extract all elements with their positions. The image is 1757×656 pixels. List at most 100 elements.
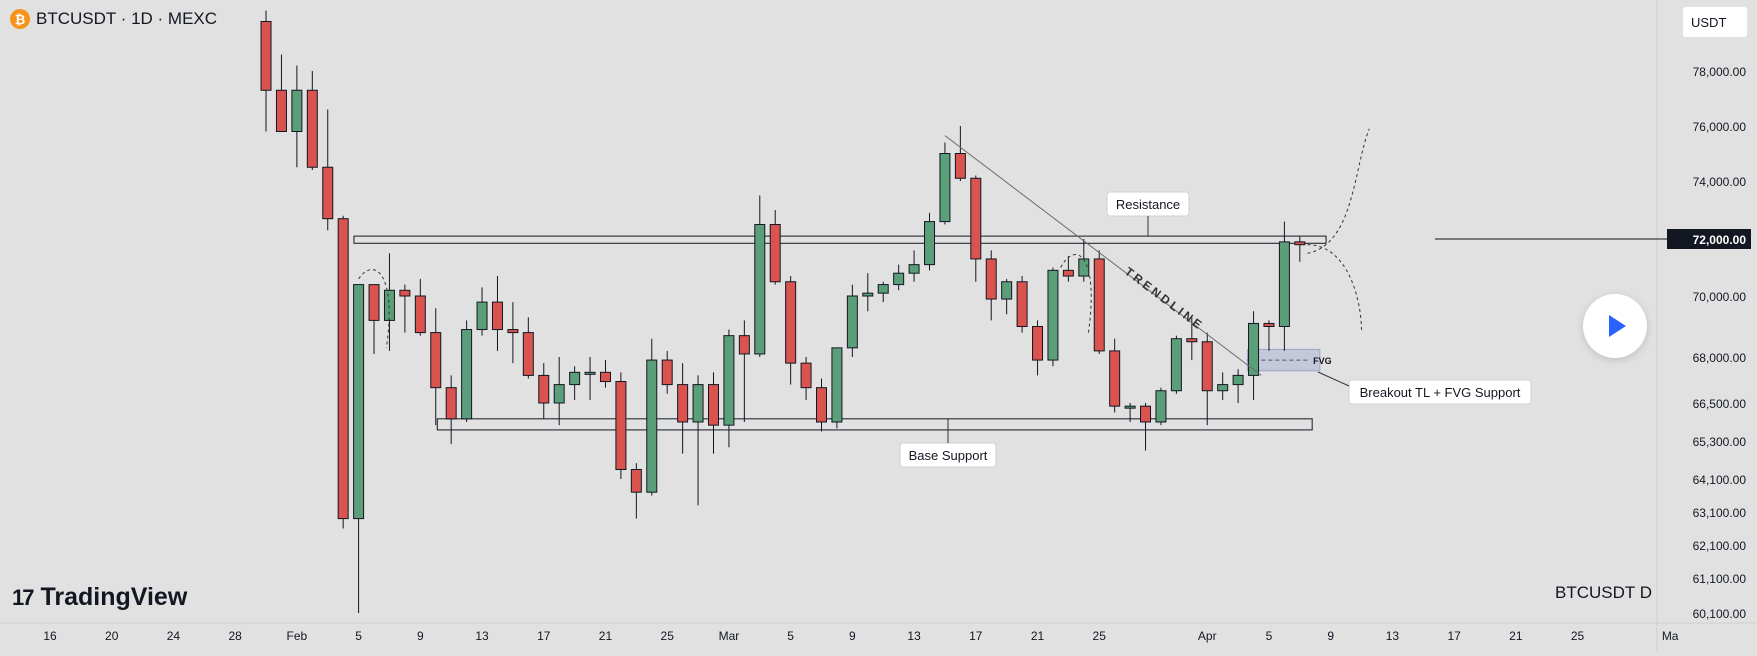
candle-body	[1062, 269, 1074, 277]
time-tick-label: Feb	[287, 629, 308, 643]
candle-body	[738, 335, 750, 355]
time-tick-label: 21	[1509, 629, 1523, 643]
candle-body	[1155, 390, 1167, 423]
projection-arrow-down	[1307, 244, 1363, 333]
time-tick-label: 5	[1266, 629, 1273, 643]
candle-body	[507, 329, 519, 334]
candle-body	[1263, 322, 1275, 328]
candle-body	[538, 374, 550, 404]
candle-body	[1248, 322, 1260, 376]
replay-play-button[interactable]	[1583, 294, 1647, 358]
candle-body	[275, 89, 287, 132]
candle-body	[754, 224, 766, 355]
candle-body	[1294, 241, 1306, 246]
time-tick-label: 28	[228, 629, 242, 643]
candle-body	[785, 281, 797, 364]
label-trendline: TRENDLINE	[1122, 264, 1207, 333]
symbol-title: BTCUSDT · 1D · MEXC	[36, 9, 218, 28]
time-tick-label: Ma	[1662, 629, 1679, 643]
candle-body	[599, 371, 611, 383]
candle-body	[615, 381, 627, 470]
candle-body	[970, 177, 982, 260]
time-tick-label: 5	[787, 629, 794, 643]
candle-body	[1109, 350, 1121, 407]
projection-arrow-mid	[1060, 254, 1092, 333]
candle-body	[491, 301, 503, 331]
label-breakout: Breakout TL + FVG Support	[1360, 385, 1521, 400]
price-tick-label: 61,100.00	[1693, 572, 1747, 586]
candle-body	[877, 284, 889, 294]
price-tick-label: 62,100.00	[1693, 539, 1747, 553]
label-resistance: Resistance	[1116, 197, 1180, 212]
currency-selector[interactable]: USDT	[1683, 7, 1747, 37]
tradingview-mark-icon: 17	[12, 584, 35, 610]
candle-body	[260, 21, 272, 91]
price-tick-label: 70,000.00	[1693, 290, 1747, 304]
time-tick-label: 9	[417, 629, 424, 643]
time-tick-label: 5	[355, 629, 362, 643]
candle-body	[985, 258, 997, 300]
symbol-header[interactable]: ₿ BTCUSDT · 1D · MEXC	[10, 9, 217, 29]
candle-body	[1201, 341, 1213, 392]
candle-body	[399, 289, 411, 297]
candle-body	[1078, 258, 1090, 277]
candle-body	[1001, 281, 1013, 300]
time-tick-label: Mar	[719, 629, 740, 643]
time-tick-label: 24	[167, 629, 181, 643]
candle-body	[306, 89, 318, 168]
label-base-support: Base Support	[909, 448, 988, 463]
candle-body	[800, 362, 812, 389]
support-zone	[436, 418, 1313, 431]
candle-body	[353, 284, 365, 520]
time-tick-label: 16	[43, 629, 57, 643]
candle-body	[893, 272, 905, 286]
candle-body	[383, 289, 395, 321]
time-tick-label: 13	[475, 629, 489, 643]
candle-body	[769, 224, 781, 283]
price-tick-label: 78,000.00	[1693, 65, 1747, 79]
candle-body	[846, 295, 858, 349]
time-tick-label: 21	[599, 629, 613, 643]
candle-body	[908, 264, 920, 274]
trendline	[944, 135, 1262, 376]
candle-body	[707, 384, 719, 426]
candle-body	[661, 359, 673, 386]
candle-body	[1032, 326, 1044, 361]
candle-body	[1016, 281, 1028, 327]
brand-name: TradingView	[40, 583, 188, 611]
candle-body	[862, 292, 874, 297]
price-tick-label: 68,000.00	[1693, 351, 1747, 365]
candle-body	[337, 218, 349, 520]
candle-body	[1186, 338, 1198, 343]
projection-arrow-left	[358, 269, 390, 348]
resistance-zone	[353, 235, 1327, 244]
time-tick-label: 9	[849, 629, 856, 643]
candle-body	[692, 384, 704, 423]
price-tick-label: 60,100.00	[1693, 607, 1747, 621]
candle-body	[461, 329, 473, 420]
projection-arrow-up	[1307, 128, 1370, 254]
bitcoin-icon: ₿	[10, 9, 30, 29]
candle-body	[677, 384, 689, 423]
time-tick-label: 17	[1447, 629, 1461, 643]
time-tick-label: 25	[661, 629, 675, 643]
time-tick-label: 17	[537, 629, 551, 643]
candle-body	[939, 153, 951, 223]
price-tick-label: 63,100.00	[1693, 506, 1747, 520]
price-tick-label: 66,500.00	[1693, 397, 1747, 411]
candle-body	[430, 332, 442, 389]
candle-body	[291, 89, 303, 132]
candle-body	[954, 153, 966, 179]
label-breakout-box	[1348, 379, 1532, 405]
candle-body	[445, 387, 457, 420]
candle-body	[723, 335, 735, 426]
candle-body	[1047, 269, 1059, 361]
candle-body	[1170, 338, 1182, 392]
candle-body	[368, 284, 380, 321]
candle-body	[1093, 258, 1105, 352]
candle-body	[569, 371, 581, 386]
label-fvg: FVG	[1313, 356, 1332, 366]
time-tick-label: 20	[105, 629, 119, 643]
